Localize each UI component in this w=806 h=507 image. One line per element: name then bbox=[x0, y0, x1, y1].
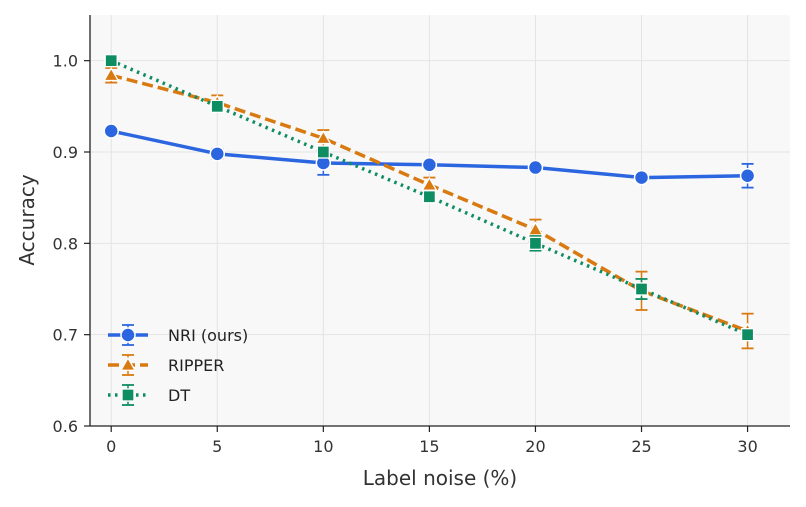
x-tick-label: 30 bbox=[737, 437, 757, 456]
legend-label: RIPPER bbox=[168, 356, 224, 375]
data-point bbox=[634, 282, 649, 296]
legend-marker bbox=[120, 327, 136, 343]
y-tick-label: 0.8 bbox=[53, 234, 78, 253]
legend-marker bbox=[119, 356, 137, 371]
y-tick-label: 0.6 bbox=[53, 417, 78, 436]
legend-item-ripper: RIPPER bbox=[108, 354, 224, 376]
data-point bbox=[739, 167, 756, 184]
data-point bbox=[740, 328, 755, 342]
data-point bbox=[527, 221, 544, 236]
data-point bbox=[422, 190, 437, 204]
x-tick-label: 5 bbox=[212, 437, 222, 456]
y-tick-label: 1.0 bbox=[53, 52, 78, 71]
legend: NRI (ours) RIPPER DT bbox=[108, 324, 248, 406]
data-point bbox=[103, 123, 119, 139]
series-nri-ours bbox=[103, 123, 756, 189]
data-point bbox=[209, 146, 226, 162]
legend-marker bbox=[121, 388, 135, 402]
x-tick-label: 20 bbox=[525, 437, 545, 456]
y-tick-label: 0.7 bbox=[53, 326, 78, 345]
x-tick-label: 10 bbox=[313, 437, 333, 456]
y-axis-label: Accuracy bbox=[15, 174, 39, 265]
legend-label: DT bbox=[168, 386, 190, 405]
data-point bbox=[210, 99, 224, 113]
data-point bbox=[103, 66, 120, 82]
legend-label: NRI (ours) bbox=[168, 326, 248, 345]
ticks: 0.6 0.7 0.8 0.9 1.0 0 5 10 15 20 25 30 bbox=[53, 52, 758, 456]
data-point bbox=[633, 169, 650, 186]
data-point bbox=[104, 54, 118, 68]
y-tick-label: 0.9 bbox=[53, 143, 78, 162]
x-tick-label: 15 bbox=[419, 437, 439, 456]
series-dt bbox=[104, 54, 755, 342]
x-tick-label: 25 bbox=[631, 437, 651, 456]
data-point bbox=[528, 236, 543, 250]
legend-item-nri-ours: NRI (ours) bbox=[108, 324, 248, 346]
data-point bbox=[315, 129, 332, 145]
data-point bbox=[421, 157, 438, 173]
data-point bbox=[316, 145, 330, 159]
series-layer bbox=[103, 54, 756, 350]
data-point bbox=[527, 159, 544, 176]
x-tick-label: 0 bbox=[106, 437, 116, 456]
x-axis-label: Label noise (%) bbox=[363, 466, 517, 490]
legend-item-dt: DT bbox=[108, 384, 190, 406]
plot-area bbox=[90, 15, 790, 426]
